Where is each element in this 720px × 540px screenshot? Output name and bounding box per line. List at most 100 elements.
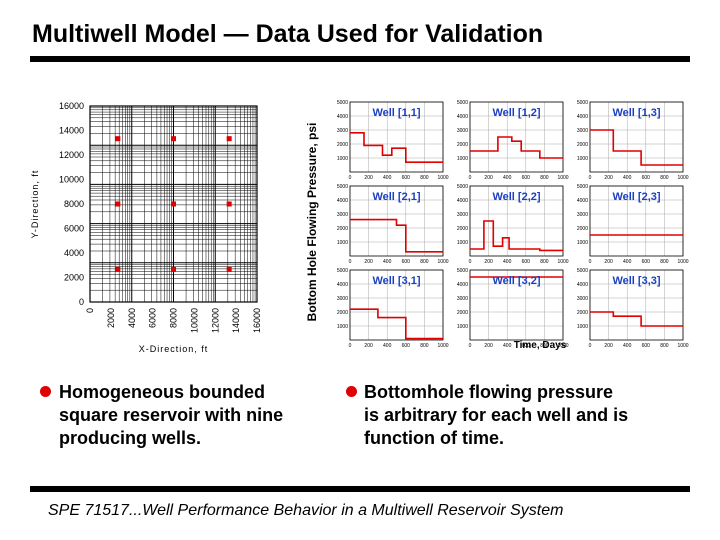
y-tick-label: 2000 xyxy=(457,226,468,232)
y-tick-label: 2000 xyxy=(577,310,588,316)
footer-rule xyxy=(30,486,690,492)
x-tick-label: 200 xyxy=(604,343,613,349)
x-tick-label: 600 xyxy=(522,259,531,265)
x-tick-label: 1000 xyxy=(557,259,568,265)
x-tick-label: 800 xyxy=(540,259,549,265)
x-tick-label: 200 xyxy=(484,175,493,181)
x-tick-label: 200 xyxy=(364,343,373,349)
well-marker xyxy=(226,201,232,207)
x-tick-label: 600 xyxy=(402,343,411,349)
y-tick-label: 4000 xyxy=(457,282,468,288)
x-tick-label: 800 xyxy=(660,343,669,349)
well-marker xyxy=(115,136,121,142)
x-tick-label: 800 xyxy=(420,259,429,265)
y-tick-label: 2000 xyxy=(457,142,468,148)
x-tick-label: 2000 xyxy=(106,308,116,328)
y-tick-label: 5000 xyxy=(577,100,588,106)
x-tick-label: 1000 xyxy=(437,175,448,181)
pressure-series-line xyxy=(590,311,683,327)
x-tick-label: 0 xyxy=(349,259,352,265)
x-tick-label: 8000 xyxy=(169,308,179,328)
well-panel-label: Well [3,1] xyxy=(372,275,420,287)
y-tick-label: 1000 xyxy=(577,324,588,330)
y-tick-label: 4000 xyxy=(337,198,348,204)
y-tick-label: 4000 xyxy=(457,114,468,120)
y-tick-label: 4000 xyxy=(64,248,84,258)
well-marker xyxy=(171,201,176,207)
y-tick-label: 5000 xyxy=(577,184,588,190)
well-panel-label: Well [2,3] xyxy=(612,191,660,203)
x-tick-label: 1000 xyxy=(677,175,688,181)
x-axis-label: Time, Days xyxy=(514,340,567,351)
x-tick-label: 200 xyxy=(484,343,493,349)
y-tick-label: 0 xyxy=(79,297,84,307)
panel-frame xyxy=(469,269,564,341)
y-tick-label: 14000 xyxy=(59,126,84,136)
x-tick-label: 0 xyxy=(589,175,592,181)
x-tick-label: 600 xyxy=(522,343,531,349)
x-tick-label: 1000 xyxy=(437,343,448,349)
x-tick-label: 0 xyxy=(85,308,95,313)
panel-frame xyxy=(349,185,444,257)
x-tick-label: 200 xyxy=(364,259,373,265)
y-tick-label: 3000 xyxy=(457,212,468,218)
x-tick-label: 400 xyxy=(503,259,512,265)
y-axis-label: Bottom Hole Flowing Pressure, psi xyxy=(305,123,319,322)
x-tick-label: 600 xyxy=(522,175,531,181)
x-tick-label: 800 xyxy=(660,175,669,181)
well-marker xyxy=(171,266,176,272)
x-axis-label: X-Direction, ft xyxy=(139,344,209,354)
y-tick-label: 1000 xyxy=(577,240,588,246)
x-tick-label: 800 xyxy=(540,343,549,349)
bullet-text-1: Homogeneous bounded square reservoir wit… xyxy=(59,382,284,448)
y-tick-label: 3000 xyxy=(337,128,348,134)
x-tick-label: 1000 xyxy=(677,343,688,349)
x-tick-label: 400 xyxy=(503,175,512,181)
x-tick-label: 400 xyxy=(623,175,632,181)
y-tick-label: 5000 xyxy=(577,268,588,274)
x-tick-label: 200 xyxy=(484,259,493,265)
y-tick-label: 1000 xyxy=(457,240,468,246)
y-tick-label: 4000 xyxy=(337,282,348,288)
y-tick-label: 2000 xyxy=(337,142,348,148)
bullet-icon xyxy=(346,386,357,397)
x-tick-label: 200 xyxy=(604,259,613,265)
x-tick-label: 800 xyxy=(660,259,669,265)
panel-frame xyxy=(349,269,444,341)
panel-frame xyxy=(589,101,684,173)
y-tick-label: 4000 xyxy=(577,114,588,120)
x-tick-label: 800 xyxy=(420,343,429,349)
pressure-series-line xyxy=(350,218,443,253)
y-tick-label: 3000 xyxy=(577,296,588,302)
x-tick-label: 1000 xyxy=(557,175,568,181)
x-tick-label: 4000 xyxy=(127,308,137,328)
pressure-series-line xyxy=(590,129,683,166)
y-tick-label: 2000 xyxy=(337,310,348,316)
well-marker xyxy=(171,136,176,142)
well-panel-label: Well [2,1] xyxy=(372,191,420,203)
x-tick-label: 200 xyxy=(364,175,373,181)
pressure-series-line xyxy=(470,220,563,252)
well-panel-label: Well [1,2] xyxy=(492,107,540,119)
well-location-chart: 0 2000 4000 6000 8000 10000 12000 14000 16000 0 20… xyxy=(30,101,262,354)
x-tick-label: 0 xyxy=(469,343,472,349)
y-tick-label: 5000 xyxy=(457,100,468,106)
pressure-series-line xyxy=(350,131,443,163)
y-tick-label: 3000 xyxy=(577,128,588,134)
bullet-text-2: Bottomhole flowing pressure is arbitrary… xyxy=(364,382,629,448)
x-tick-label: 12000 xyxy=(210,308,220,333)
x-tick-label: 16000 xyxy=(252,308,262,333)
y-tick-label: 3000 xyxy=(577,212,588,218)
well-panel-label: Well [2,2] xyxy=(492,191,540,203)
x-tick-label: 1000 xyxy=(677,259,688,265)
y-tick-label: 5000 xyxy=(337,100,348,106)
x-tick-label: 6000 xyxy=(148,308,158,328)
panel-frame xyxy=(469,101,564,173)
y-tick-label: 4000 xyxy=(577,198,588,204)
slide-title: Multiwell Model — Data Used for Validati… xyxy=(32,20,544,48)
y-tick-label: 1000 xyxy=(457,156,468,162)
x-tick-label: 1000 xyxy=(557,343,568,349)
y-tick-label: 12000 xyxy=(59,150,84,160)
panel-frame xyxy=(589,185,684,257)
x-tick-label: 600 xyxy=(642,175,651,181)
